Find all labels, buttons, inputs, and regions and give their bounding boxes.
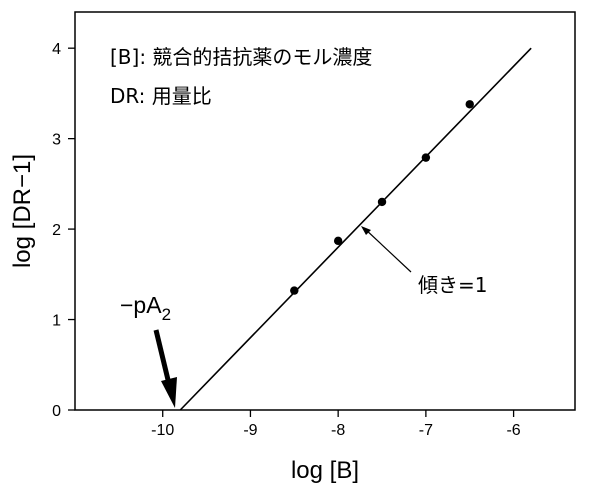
data-point [290,286,299,295]
data-point [333,236,343,246]
slope-arrow-head [361,226,371,235]
x-tick-label: -6 [506,422,520,439]
pa2-subscript: 2 [162,305,171,324]
y-tick-label: 1 [52,313,61,330]
pa2-label-main: −pA [120,292,162,318]
y-tick-label: 2 [52,222,61,239]
fit-line [179,47,532,411]
pa2-arrow-head [161,377,177,408]
note-dose-ratio: DR: 用量比 [110,84,212,108]
data-point [377,197,387,207]
pa2-label: −pA2 [120,292,171,324]
x-axis-title: log [B] [291,457,359,484]
y-tick-label: 0 [52,403,61,420]
x-tick-label: -10 [151,422,174,439]
data-point [465,100,474,109]
data-point [421,153,431,162]
slope-label: 傾き=1 [418,273,487,297]
y-axis-title: log [DR−1] [9,154,36,268]
pa2-arrow-line [153,329,172,385]
x-tick-label: -9 [243,422,257,439]
x-tick-label: -7 [419,422,433,439]
plot-frame [74,11,576,411]
note-concentration: [B]: 競合的拮抗薬のモル濃度 [110,45,372,69]
y-tick-label: 4 [52,41,61,58]
x-tick-label: -8 [331,422,345,439]
slope-arrow-line [363,227,412,273]
y-tick-label: 3 [52,132,61,149]
